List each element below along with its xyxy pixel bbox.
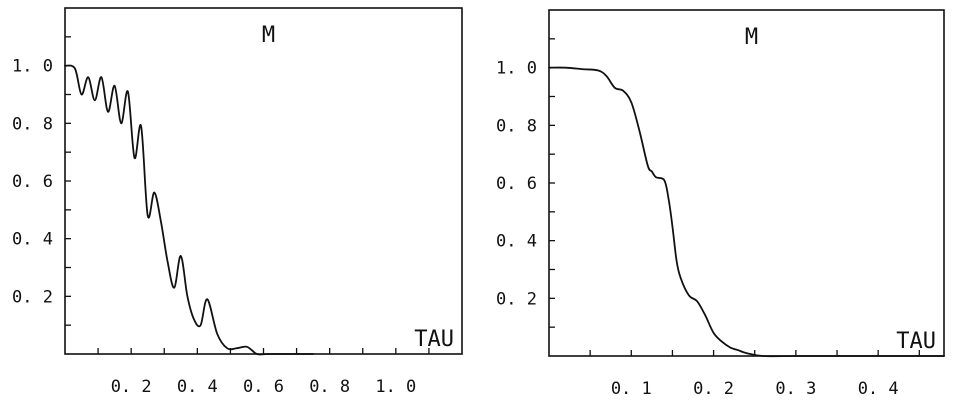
- y-tick-label: 1. 0: [496, 59, 537, 79]
- x-axis-label: TAU: [896, 329, 936, 354]
- left-chart-panel: 0. 2 0. 4 0. 6 0. 8 1. 0 0. 2 0. 4 0. 6 0. 8 1. 0…: [12, 7, 463, 397]
- chart-title: M: [745, 25, 758, 50]
- x-axis-label: TAU: [414, 327, 454, 352]
- series-line: [548, 66, 945, 358]
- x-tick-label: 0. 3: [775, 379, 816, 399]
- right-chart-panel: 0. 2 0. 4 0. 6 0. 8 1. 0 0. 1 0. 2 0. 3 0. 4 M TAU: [496, 9, 945, 399]
- x-tick-label: 0. 4: [177, 377, 218, 397]
- plot-frame: [64, 7, 463, 355]
- y-tick-label: 1. 0: [12, 57, 53, 77]
- chart-title: M: [262, 23, 275, 48]
- plot-frame: [548, 9, 945, 357]
- y-tick-label: 0. 6: [12, 172, 53, 192]
- x-tick-label: 0. 8: [309, 377, 350, 397]
- x-tick-label: 0. 1: [611, 379, 652, 399]
- y-tick-label: 0. 6: [496, 174, 537, 194]
- y-tick-label: 0. 2: [12, 287, 53, 307]
- x-tick-label: 0. 4: [858, 379, 899, 399]
- y-tick-label: 0. 2: [496, 289, 537, 309]
- x-tick-label: 0. 2: [693, 379, 734, 399]
- y-tick-label: 0. 4: [12, 230, 53, 250]
- x-tick-label: 1. 0: [375, 377, 416, 397]
- series-line: [64, 64, 314, 356]
- y-tick-label: 0. 8: [496, 116, 537, 136]
- y-tick-label: 0. 8: [12, 114, 53, 134]
- y-tick-label: 0. 4: [496, 232, 537, 252]
- x-tick-label: 0. 2: [111, 377, 152, 397]
- x-tick-label: 0. 6: [243, 377, 284, 397]
